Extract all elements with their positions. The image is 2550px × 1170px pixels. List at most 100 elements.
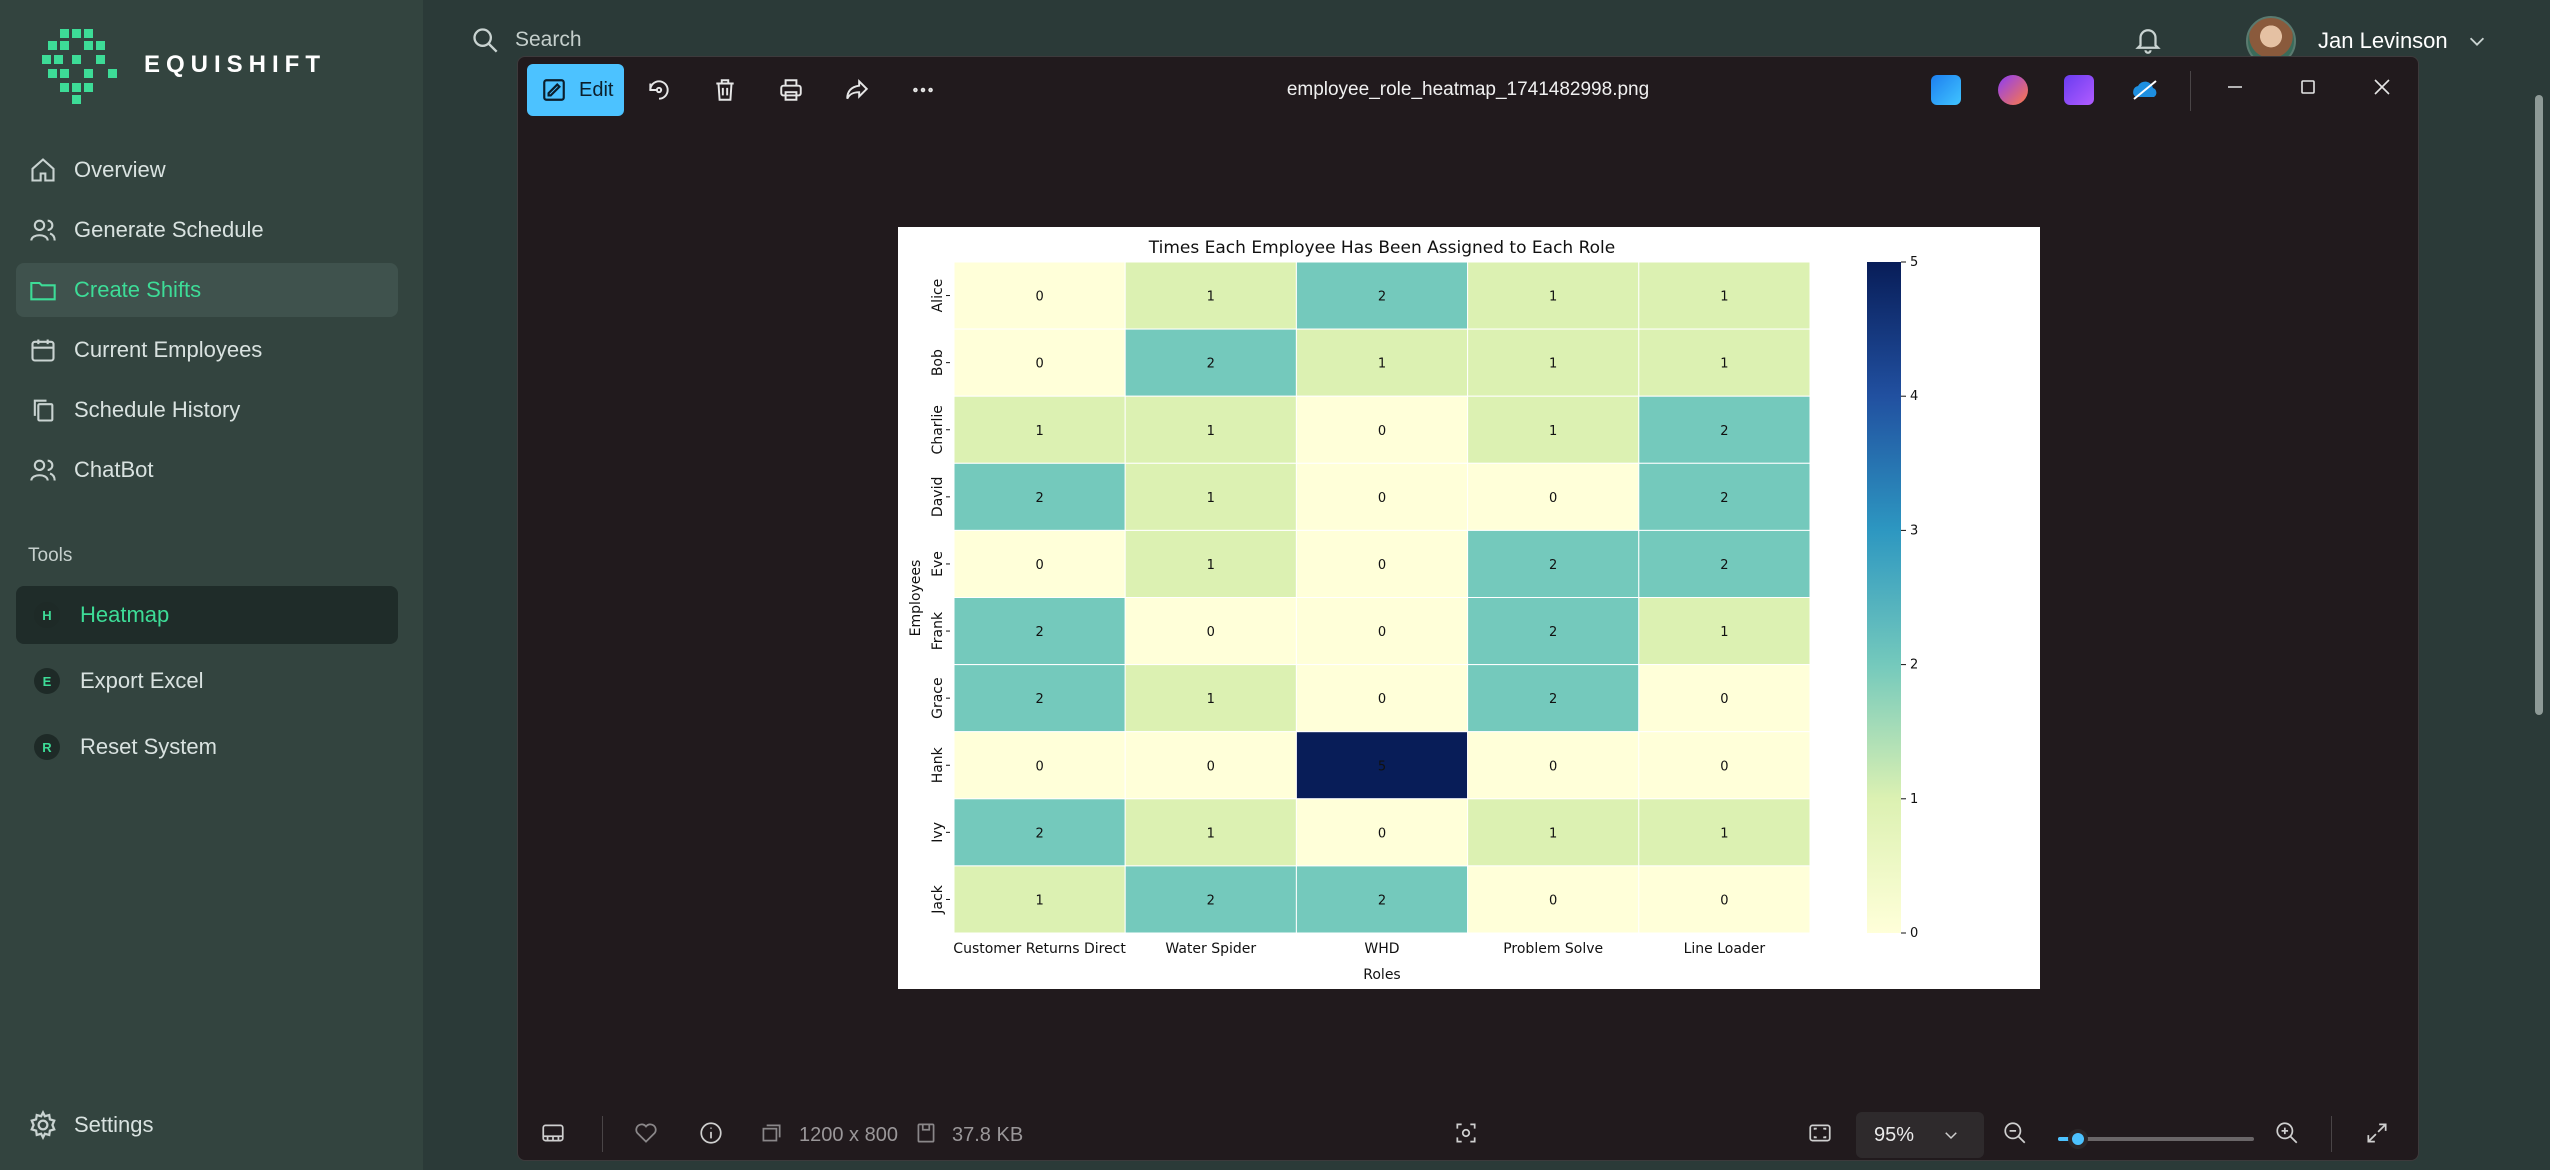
designer-app-icon[interactable] — [1931, 75, 1961, 105]
zoom-out-button[interactable] — [2002, 1120, 2032, 1150]
brand-logo[interactable]: EQUISHIFT — [38, 25, 326, 105]
heatmap-chart: Times Each Employee Has Been Assigned to… — [908, 238, 1918, 983]
search-box[interactable]: Search — [471, 26, 582, 54]
colorbar-tick-label: 3 — [1910, 523, 1918, 538]
visual-search-button[interactable] — [1453, 1120, 1483, 1150]
nav-item-current-employees[interactable]: Current Employees — [16, 323, 398, 377]
cell-value-label: 1 — [1549, 290, 1557, 305]
zoom-in-icon — [2276, 1122, 2298, 1144]
share-button[interactable] — [841, 74, 873, 106]
cell-value-label: 1 — [1549, 424, 1557, 439]
heatmap-cell — [953, 597, 1126, 666]
x-tick-label: Problem Solve — [1503, 941, 1603, 957]
users-icon — [28, 455, 58, 485]
tool-badge: R — [34, 734, 60, 760]
folder-icon — [28, 275, 58, 305]
cell-value-label: 1 — [1207, 692, 1215, 707]
y-tick-label: David — [930, 477, 946, 517]
user-name: Jan Levinson — [2318, 28, 2448, 53]
y-tick-label: Ivy — [930, 822, 946, 843]
cell-value-label: 2 — [1035, 692, 1043, 707]
colorbar-tick-label: 5 — [1910, 255, 1918, 270]
fit-to-window-button[interactable] — [1807, 1120, 1837, 1150]
close-button[interactable] — [2370, 75, 2400, 105]
rotate-button[interactable] — [643, 74, 675, 106]
copy-icon — [28, 395, 58, 425]
delete-button[interactable] — [709, 74, 741, 106]
cell-value-label: 2 — [1549, 558, 1557, 573]
cell-value-label: 1 — [1720, 357, 1728, 372]
heatmap-cell — [1124, 865, 1297, 934]
x-tick-label: WHD — [1364, 941, 1399, 957]
heatmap-cell — [1638, 798, 1811, 867]
more-icon — [913, 87, 933, 93]
heatmap-cell — [1295, 597, 1469, 666]
maximize-button[interactable] — [2296, 75, 2326, 105]
cell-value-label: 1 — [1549, 826, 1557, 841]
x-tick-label: Customer Returns Direct — [953, 941, 1126, 957]
calendar-icon — [28, 335, 58, 365]
cell-value-label: 1 — [1207, 424, 1215, 439]
fullscreen-icon — [2367, 1123, 2387, 1143]
edit-image-icon — [543, 79, 565, 101]
brand-name: EQUISHIFT — [144, 51, 327, 78]
edit-button[interactable]: Edit — [527, 64, 624, 116]
edit-label: Edit — [579, 78, 614, 101]
heatmap-cell — [1124, 798, 1297, 867]
heatmap-cell — [1295, 664, 1469, 733]
zoom-level-select[interactable]: 95% — [1856, 1112, 1984, 1158]
y-tick-label: Frank — [930, 611, 946, 650]
minimize-icon — [2228, 86, 2242, 88]
nav-item-create-shifts[interactable]: Create Shifts — [16, 263, 398, 317]
zoom-in-button[interactable] — [2274, 1120, 2304, 1150]
zoom-slider[interactable] — [2058, 1129, 2254, 1149]
minimize-button[interactable] — [2223, 75, 2253, 105]
zoom-out-icon — [2004, 1122, 2026, 1144]
heatmap-cell — [953, 529, 1126, 598]
copilot-app-icon[interactable] — [1998, 75, 2028, 105]
chart-y-axis-label: Employees — [908, 560, 924, 637]
cell-value-label: 0 — [1035, 558, 1043, 573]
rotate-icon — [649, 80, 669, 100]
cell-value-label: 0 — [1207, 759, 1215, 774]
onedrive-icon[interactable] — [2130, 75, 2160, 105]
nav-item-generate-schedule[interactable]: Generate Schedule — [16, 203, 398, 257]
nav-item-label: Current Employees — [74, 337, 263, 362]
cell-value-label: 2 — [1549, 692, 1557, 707]
cell-value-label: 1 — [1549, 357, 1557, 372]
nav-item-chatbot[interactable]: ChatBot — [16, 443, 398, 497]
heatmap-cell — [1638, 597, 1811, 666]
cell-value-label: 0 — [1378, 826, 1386, 841]
clipchamp-app-icon[interactable] — [2064, 75, 2094, 105]
cell-value-label: 0 — [1035, 290, 1043, 305]
heatmap-cell — [1124, 462, 1297, 531]
maximize-icon — [2301, 80, 2315, 94]
cell-value-label: 2 — [1035, 826, 1043, 841]
settings-link[interactable]: Settings — [28, 1110, 154, 1140]
favorite-button[interactable] — [633, 1120, 663, 1150]
nav-item-overview[interactable]: Overview — [16, 143, 398, 197]
cell-value-label: 0 — [1720, 759, 1728, 774]
tool-item-export-excel[interactable]: E Export Excel — [16, 652, 398, 710]
cell-value-label: 0 — [1378, 625, 1386, 640]
nav-item-schedule-history[interactable]: Schedule History — [16, 383, 398, 437]
tool-item-reset-system[interactable]: R Reset System — [16, 718, 398, 776]
zoom-slider-handle[interactable] — [2067, 1129, 2088, 1149]
notifications-button[interactable] — [2133, 24, 2163, 54]
y-tick-label: Bob — [930, 349, 946, 376]
tool-item-heatmap[interactable]: H Heatmap — [16, 586, 398, 644]
info-icon — [700, 1122, 722, 1144]
heatmap-cell — [1124, 529, 1297, 598]
heatmap-cell — [1467, 261, 1640, 330]
share-icon — [846, 78, 869, 100]
file-size: 37.8 KB — [952, 1124, 1024, 1146]
page-scrollbar[interactable] — [2535, 95, 2543, 715]
filmstrip-button[interactable] — [540, 1120, 570, 1150]
print-button[interactable] — [775, 74, 807, 106]
cell-value-label: 1 — [1720, 826, 1728, 841]
search-input[interactable]: Search — [515, 28, 582, 51]
info-button[interactable] — [698, 1120, 728, 1150]
cell-value-label: 0 — [1720, 692, 1728, 707]
fullscreen-button[interactable] — [2364, 1120, 2394, 1150]
more-button[interactable] — [907, 74, 939, 106]
